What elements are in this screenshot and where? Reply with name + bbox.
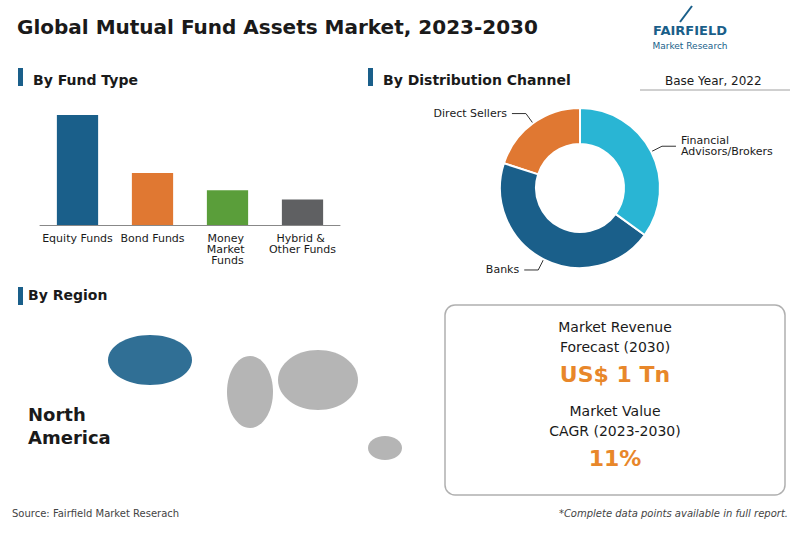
svg-text:Hybrid &: Hybrid & bbox=[276, 232, 329, 245]
svg-text:By Distribution Channel: By Distribution Channel bbox=[383, 72, 571, 88]
svg-text:Base Year, 2022: Base Year, 2022 bbox=[665, 74, 762, 88]
svg-text:By Region: By Region bbox=[28, 287, 107, 303]
svg-text:Equity Funds: Equity Funds bbox=[42, 232, 113, 245]
svg-text:By Fund Type: By Fund Type bbox=[33, 72, 138, 88]
svg-text:Banks: Banks bbox=[486, 263, 520, 276]
svg-text:US$ 1 Tn: US$ 1 Tn bbox=[560, 362, 670, 387]
svg-text:North: North bbox=[28, 404, 86, 425]
svg-text:Global Mutual Fund Assets Mark: Global Mutual Fund Assets Market, 2023-2… bbox=[17, 15, 538, 39]
svg-text:Advisors/Brokers: Advisors/Brokers bbox=[681, 145, 773, 158]
svg-text:Forecast (2030): Forecast (2030) bbox=[560, 339, 670, 355]
svg-text:Source: Fairfield Market Reser: Source: Fairfield Market Reserach bbox=[12, 508, 179, 519]
svg-text:Funds: Funds bbox=[211, 254, 244, 267]
svg-text:Bond Funds: Bond Funds bbox=[120, 232, 184, 245]
svg-text:Market: Market bbox=[206, 243, 249, 256]
svg-text:Market Value: Market Value bbox=[569, 403, 660, 419]
svg-text:Other Funds: Other Funds bbox=[269, 243, 336, 256]
svg-text:Market Research: Market Research bbox=[652, 41, 727, 51]
svg-text:America: America bbox=[28, 427, 111, 448]
svg-text:Direct Sellers: Direct Sellers bbox=[434, 107, 508, 120]
svg-text:Market Revenue: Market Revenue bbox=[558, 319, 672, 335]
svg-text:Money: Money bbox=[207, 232, 248, 245]
svg-text:11%: 11% bbox=[589, 446, 642, 471]
svg-text:CAGR (2023-2030): CAGR (2023-2030) bbox=[549, 423, 680, 439]
svg-text:*Complete data points availabl: *Complete data points available in full … bbox=[559, 508, 788, 519]
svg-text:Financial: Financial bbox=[681, 134, 730, 148]
svg-text:FAIRFIELD: FAIRFIELD bbox=[653, 23, 727, 38]
